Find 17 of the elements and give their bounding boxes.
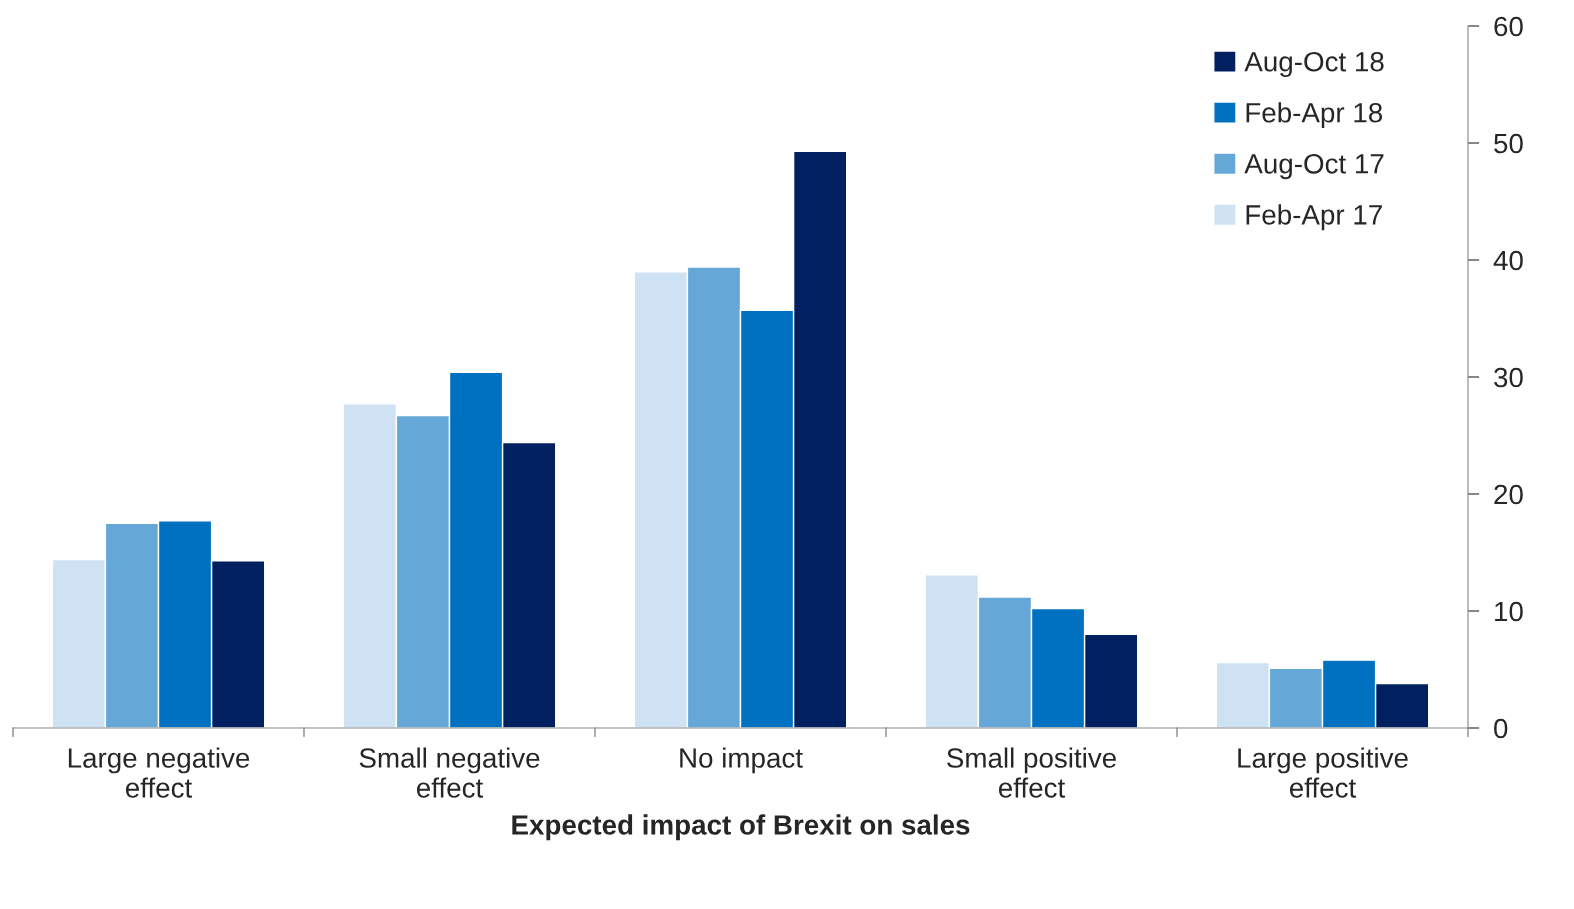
x-tick-label: Large positive effect <box>1238 747 1408 798</box>
legend-label: Aug-Oct 18 <box>1244 51 1384 78</box>
y-tick-label: 30 <box>1494 367 1523 388</box>
x-axis-title: Expected impact of Brexit on sales <box>512 814 970 841</box>
y-tick-label: 40 <box>1493 250 1523 271</box>
y-tick-label: 10 <box>1495 601 1523 622</box>
legend-label: Feb-Apr 18 <box>1246 102 1383 129</box>
y-tick-label: 0 <box>1494 718 1508 739</box>
x-tick-label: Small positive effect <box>947 747 1116 798</box>
y-tick-label: 20 <box>1494 484 1523 505</box>
x-tick-label: Large negative effect <box>68 747 250 798</box>
legend-label: Feb-Apr 17 <box>1246 204 1382 231</box>
x-tick-label: No impact <box>680 747 803 774</box>
legend-label: Aug-Oct 17 <box>1244 153 1384 180</box>
y-tick-label: 60 <box>1494 16 1523 37</box>
x-tick-label: Small negative effect <box>359 747 540 798</box>
y-tick-label: 50 <box>1494 133 1523 154</box>
